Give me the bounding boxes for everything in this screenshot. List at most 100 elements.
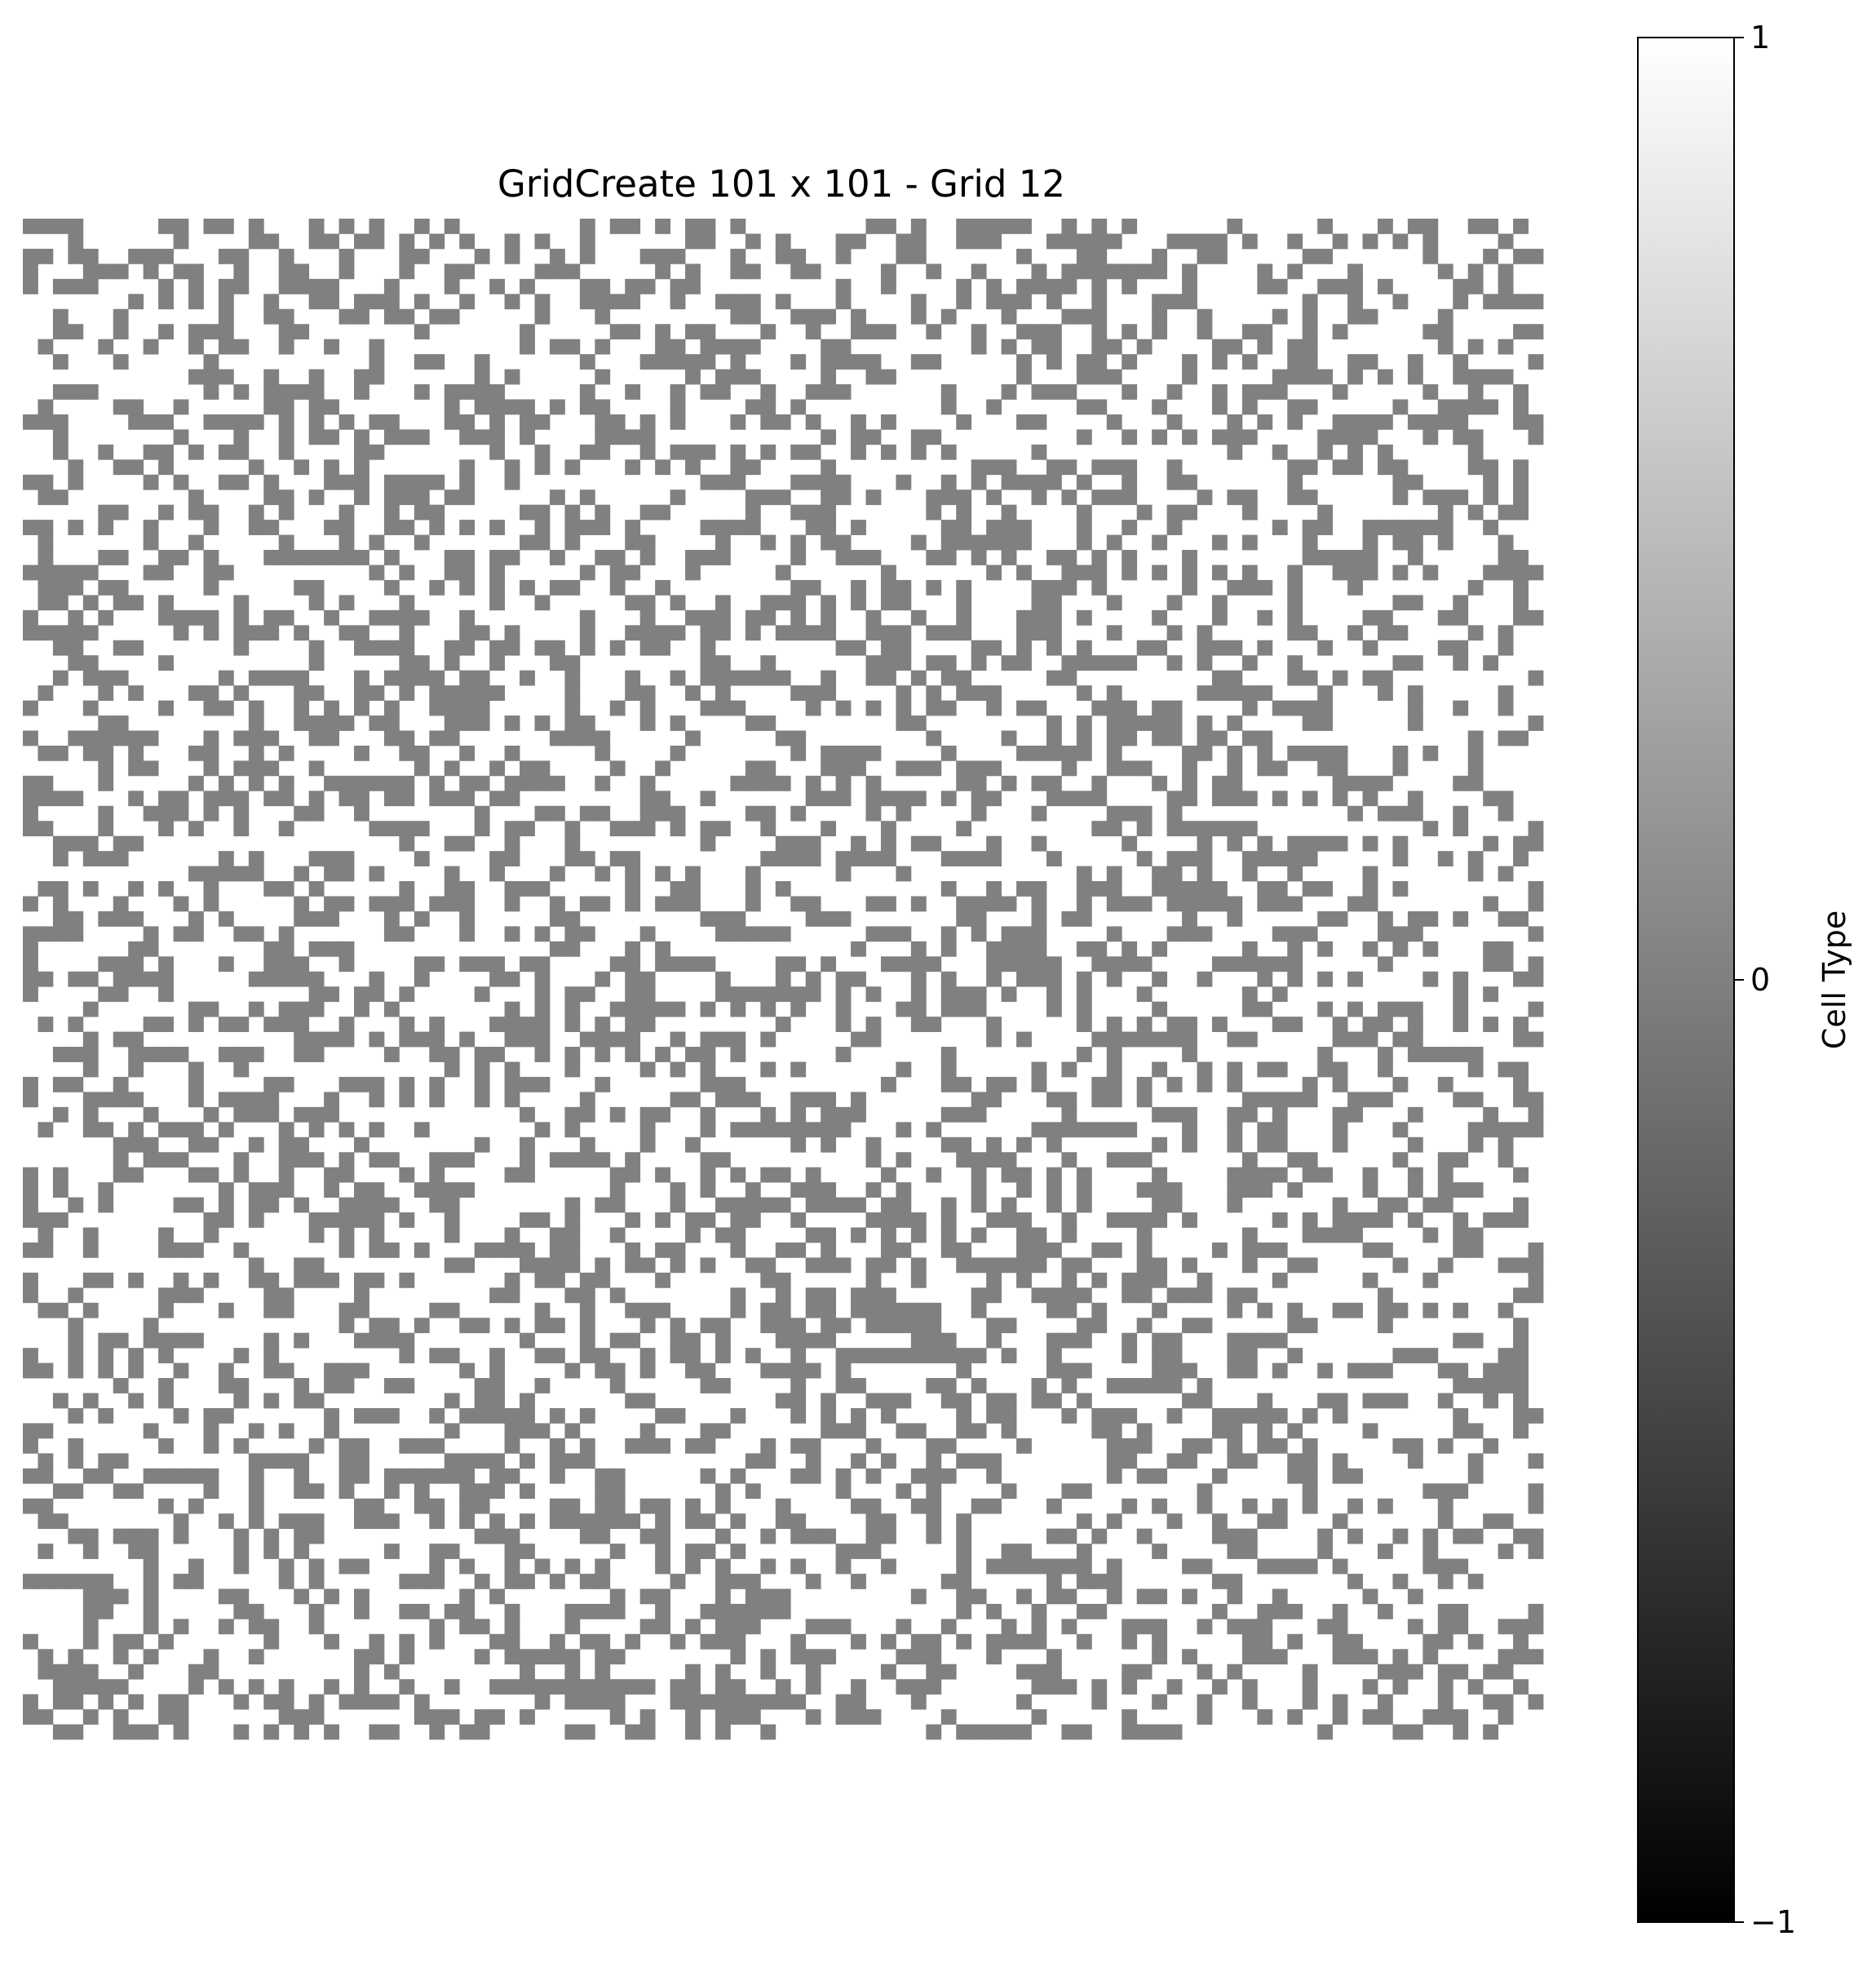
heatmap-cell <box>1046 1649 1062 1665</box>
heatmap-cell <box>248 414 264 430</box>
heatmap-cell <box>1211 821 1228 837</box>
heatmap-cell <box>113 835 129 852</box>
heatmap-cell <box>1241 1619 1258 1635</box>
heatmap-cell <box>715 1152 731 1168</box>
heatmap-cell <box>1076 1603 1092 1619</box>
heatmap-cell <box>1467 384 1484 400</box>
heatmap-cell <box>595 399 611 415</box>
heatmap-cell <box>504 775 520 791</box>
heatmap-cell <box>143 760 159 777</box>
heatmap-cell <box>685 1438 701 1454</box>
heatmap-cell <box>82 971 99 987</box>
heatmap-cell <box>625 1017 641 1032</box>
heatmap-cell <box>1016 354 1032 370</box>
heatmap-cell <box>821 1242 836 1258</box>
heatmap-cell <box>1031 700 1047 716</box>
heatmap-cell <box>745 264 761 280</box>
heatmap-cell <box>113 324 129 340</box>
heatmap-cell <box>1241 956 1258 972</box>
heatmap-cell <box>1453 1483 1469 1500</box>
heatmap-cell <box>233 730 250 746</box>
heatmap-cell <box>444 1212 460 1228</box>
heatmap-cell <box>1211 233 1228 250</box>
heatmap-cell <box>655 760 670 777</box>
heatmap-cell <box>986 700 1002 716</box>
heatmap-cell <box>971 1257 987 1274</box>
heatmap-cell <box>1031 595 1047 611</box>
heatmap-cell <box>595 730 611 746</box>
heatmap-cell <box>218 278 234 295</box>
heatmap-cell <box>956 1106 972 1123</box>
heatmap-cell <box>625 1633 641 1650</box>
heatmap-cell <box>1513 490 1529 506</box>
heatmap-cell <box>1076 1257 1092 1274</box>
heatmap-cell <box>926 625 942 641</box>
heatmap-cell <box>625 1302 641 1318</box>
heatmap-cell <box>971 910 987 927</box>
heatmap-cell <box>429 1076 445 1092</box>
heatmap-cell <box>188 369 204 385</box>
heatmap-cell <box>1498 805 1514 822</box>
heatmap-cell <box>188 444 204 460</box>
heatmap-cell <box>1347 429 1363 445</box>
heatmap-cell <box>459 384 476 400</box>
heatmap-cell <box>1437 504 1453 521</box>
heatmap-cell <box>986 1453 1002 1469</box>
heatmap-cell <box>625 851 641 866</box>
heatmap-cell <box>338 1076 355 1092</box>
heatmap-cell <box>1392 1348 1409 1364</box>
heatmap-cell <box>730 1544 746 1559</box>
heatmap-cell <box>700 233 716 250</box>
heatmap-cell <box>715 384 731 400</box>
heatmap-cell <box>835 1468 852 1484</box>
heatmap-cell <box>940 1332 957 1349</box>
heatmap-cell <box>188 910 204 927</box>
heatmap-cell <box>579 1272 595 1288</box>
heatmap-cell <box>113 670 129 686</box>
heatmap-cell <box>1227 414 1243 430</box>
heatmap-cell <box>233 1092 250 1108</box>
heatmap-cell <box>880 565 896 581</box>
heatmap-cell <box>700 700 716 716</box>
heatmap-cell <box>940 1212 957 1228</box>
heatmap-cell <box>1122 1709 1138 1725</box>
heatmap-cell <box>1317 504 1334 521</box>
heatmap-cell <box>113 1453 129 1469</box>
heatmap-cell <box>534 1257 551 1274</box>
heatmap-cell <box>338 1318 355 1334</box>
heatmap-cell <box>324 1212 339 1228</box>
heatmap-cell <box>1227 1362 1243 1379</box>
heatmap-cell <box>835 1378 852 1393</box>
heatmap-cell <box>143 1017 159 1032</box>
heatmap-cell <box>1227 745 1243 761</box>
heatmap-cell <box>760 1318 777 1334</box>
heatmap-cell <box>324 1679 339 1695</box>
heatmap-cell <box>1422 821 1439 837</box>
heatmap-cell <box>1498 640 1514 656</box>
heatmap-cell <box>896 1348 912 1364</box>
heatmap-cell <box>1182 233 1197 250</box>
heatmap-cell <box>1016 881 1032 897</box>
heatmap-cell <box>68 835 84 852</box>
heatmap-cell <box>444 655 460 671</box>
heatmap-cell <box>308 971 325 987</box>
heatmap-cell <box>338 1017 355 1032</box>
heatmap-cell <box>760 1528 777 1544</box>
heatmap-cell <box>414 609 430 626</box>
heatmap-cell <box>414 1694 430 1710</box>
heatmap-cell <box>1076 1483 1092 1500</box>
heatmap-cell <box>1061 1106 1077 1123</box>
heatmap-cell <box>158 414 174 430</box>
heatmap-cell <box>865 775 882 791</box>
heatmap-cell <box>655 1242 670 1258</box>
heatmap-cell <box>595 339 611 355</box>
heatmap-cell <box>128 956 144 972</box>
heatmap-cell <box>383 640 400 656</box>
heatmap-cell <box>504 1619 520 1635</box>
heatmap-cell <box>851 640 866 656</box>
heatmap-cell <box>1287 565 1303 581</box>
heatmap-cell <box>489 1348 505 1364</box>
heatmap-cell <box>278 775 294 791</box>
heatmap-cell <box>1241 655 1258 671</box>
heatmap-cell <box>956 1453 972 1469</box>
